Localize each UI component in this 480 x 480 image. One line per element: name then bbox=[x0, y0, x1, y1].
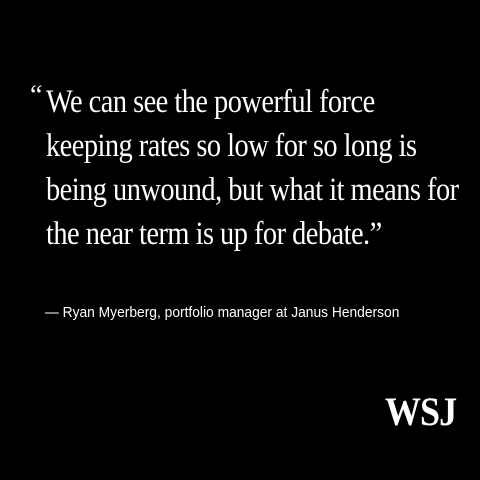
wsj-logo: WSJ bbox=[385, 392, 456, 432]
quote-line-2: keeping rates so low for so long is bbox=[46, 124, 402, 168]
quote-attribution: — Ryan Myerberg, portfolio manager at Ja… bbox=[45, 304, 399, 321]
quote-block: “ We can see the powerful force keeping … bbox=[30, 80, 460, 256]
open-quote-mark: “ bbox=[30, 82, 42, 110]
quote-line-4: the near term is up for debate.” bbox=[46, 212, 402, 256]
quote-text: We can see the powerful force keeping ra… bbox=[46, 80, 402, 256]
quote-line-1: We can see the powerful force bbox=[46, 80, 402, 124]
quote-line-3: being unwound, but what it means for bbox=[46, 168, 402, 212]
